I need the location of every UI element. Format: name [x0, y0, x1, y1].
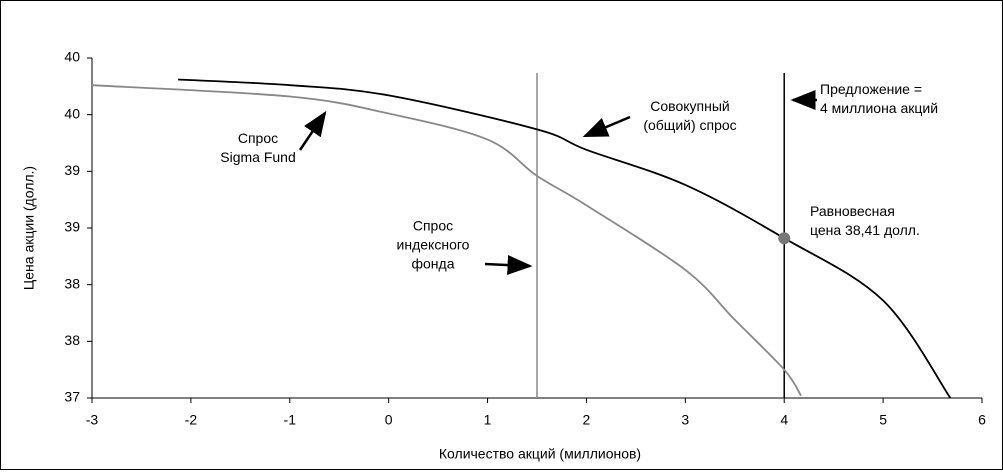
x-axis-title: Количество акций (миллионов): [439, 446, 641, 462]
annotation: Равновесная: [810, 203, 895, 219]
x-tick-label: 3: [681, 412, 689, 428]
x-tick-label: -1: [284, 412, 297, 428]
y-tick-label: 39: [64, 219, 80, 235]
demand-curve: [91, 84, 802, 397]
annotation: Sigma Fund: [220, 149, 295, 165]
x-tick-label: 6: [978, 412, 986, 428]
x-tick-label: -3: [86, 412, 99, 428]
y-tick-label: 40: [64, 105, 80, 121]
y-tick-label: 38: [64, 332, 80, 348]
annotation: индексного: [397, 237, 470, 253]
x-tick-label: 2: [583, 412, 591, 428]
x-tick-label: 0: [385, 412, 393, 428]
x-tick-label: 4: [780, 412, 788, 428]
y-tick-label: 37: [64, 389, 80, 405]
annotation: фонда: [412, 256, 455, 272]
y-tick-label: 38: [64, 275, 80, 291]
y-axis-title: Цена акции (долл.): [21, 166, 37, 290]
x-tick-label: 1: [484, 412, 492, 428]
arrows: [298, 90, 817, 275]
equilibrium-point: [778, 232, 791, 245]
annotation: Совокупный: [650, 98, 729, 114]
x-tick-label: -2: [185, 412, 198, 428]
demand-curve: [177, 78, 952, 399]
annotation: Спрос: [238, 130, 278, 146]
annotation: цена 38,41 долл.: [810, 222, 920, 238]
annotation: Спрос: [413, 218, 453, 234]
y-tick-label: 39: [64, 162, 80, 178]
annotation: (общий) спрос: [643, 117, 736, 133]
annotation: Предложение =: [820, 81, 922, 97]
x-tick-label: 5: [879, 412, 887, 428]
y-tick-label: 40: [64, 49, 80, 65]
annotation: 4 миллиона акций: [820, 100, 938, 116]
